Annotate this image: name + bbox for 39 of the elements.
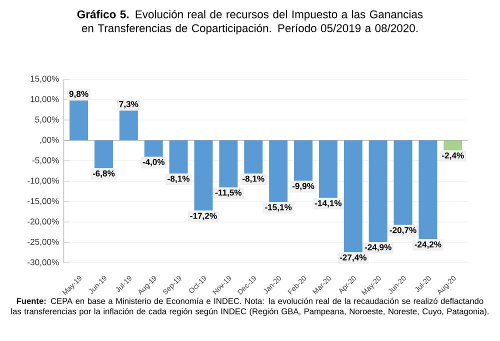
data-label: -11,5% (215, 190, 242, 198)
y-tick-label: 15,00% (30, 76, 59, 83)
data-label: -15,1% (265, 204, 292, 212)
data-label: -9,9% (292, 183, 314, 191)
bar (144, 140, 163, 157)
y-tick-label: -25,00% (28, 238, 59, 246)
data-label: -17,2% (190, 212, 217, 220)
chart-title: Gráfico 5. Evolución real de recursos del Impuesto a las Ganancias en Transferencias de Coparticipación. Período 05/2019 a 08/2020. (77, 10, 423, 35)
data-label: -27,4% (340, 254, 366, 262)
bar (94, 140, 113, 168)
y-tick-label: -5,00% (32, 157, 59, 165)
data-label: -24,2% (414, 242, 442, 249)
y-tick-label: -15,00% (28, 198, 59, 206)
bar (368, 140, 388, 242)
data-label: -24,9% (364, 244, 392, 252)
bar (119, 110, 138, 141)
y-tick-label: -10,00% (28, 178, 59, 185)
y-tick-label: 5,00% (35, 116, 59, 124)
bar (194, 140, 213, 211)
bar (169, 140, 188, 174)
data-label: -4,0% (142, 159, 165, 166)
y-tick-label: 10,00% (30, 96, 59, 104)
data-label: -14,1% (314, 200, 342, 208)
data-label: -20,7% (390, 227, 416, 235)
data-label: 9,8% (69, 91, 88, 98)
data-label: 7,3% (119, 101, 138, 109)
text: Fuente: CEPA en base a Ministerio de Economía e INDEC. Nota: la evolución real de la recaudación se realizó deflactando las transferencias por la inflación de cada región según INDEC (Región GBA, Pampeana, Noroeste, Noreste, Cuyo, Patagonia). (11, 298, 488, 316)
y-tick-label: -30,00% (28, 259, 59, 266)
data-label: -8,1% (168, 176, 190, 184)
bar (219, 140, 238, 188)
data-label: -2,4% (442, 152, 464, 160)
bar (418, 140, 438, 240)
bar (294, 140, 313, 181)
data-label: -6,8% (92, 170, 115, 178)
y-tick-label: -20,00% (28, 218, 59, 226)
y-tick-label: ,00% (40, 137, 59, 144)
data-label: -8,1% (242, 176, 264, 184)
bar (318, 140, 338, 198)
bar (70, 100, 88, 141)
